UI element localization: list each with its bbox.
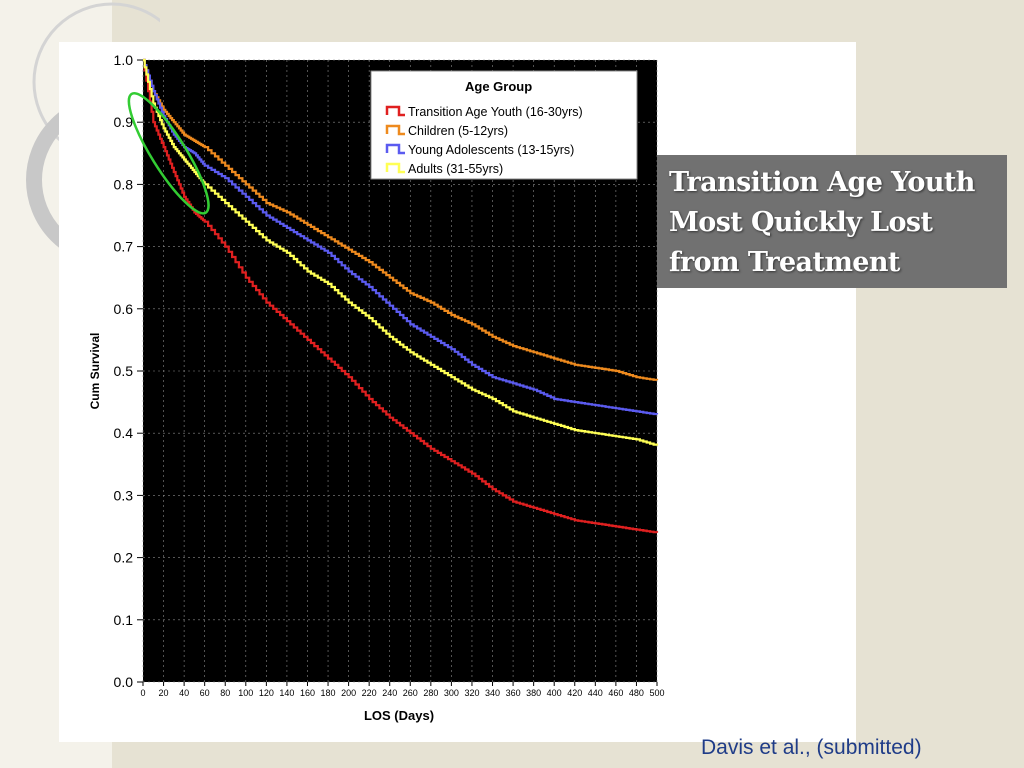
legend-swatch <box>385 162 405 174</box>
x-tick-label: 80 <box>220 688 230 698</box>
highlight-ellipse <box>127 92 210 215</box>
x-tick-label: 360 <box>506 688 521 698</box>
x-tick-label: 440 <box>588 688 603 698</box>
y-tick-label: 1.0 <box>114 52 134 68</box>
survival-chart: 0.0 0.1 0.2 0.3 0.4 0.5 0.6 0.7 0.8 0.9 1.0 0 20 40 6… <box>88 52 665 723</box>
legend-swatch <box>385 124 405 136</box>
x-tick-label: 160 <box>300 688 315 698</box>
chart-panel: 0.0 0.1 0.2 0.3 0.4 0.5 0.6 0.7 0.8 0.9 1.0 0 20 40 6… <box>59 42 856 742</box>
y-tick-label: 0.0 <box>114 674 134 690</box>
x-tick-label: 380 <box>526 688 541 698</box>
x-tick-label: 40 <box>179 688 189 698</box>
x-tick-label: 180 <box>321 688 336 698</box>
y-tick-label: 0.7 <box>114 239 134 255</box>
x-tick-label: 420 <box>567 688 582 698</box>
x-tick-label: 340 <box>485 688 500 698</box>
x-tick-label: 320 <box>464 688 479 698</box>
legend: Age Group Transition Age Youth (16-30yrs… <box>370 70 638 180</box>
x-tick-label: 120 <box>259 688 274 698</box>
y-tick-label: 0.1 <box>114 612 134 628</box>
x-tick-label: 260 <box>403 688 418 698</box>
x-tick-label: 60 <box>200 688 210 698</box>
y-tick-label: 0.3 <box>114 487 134 503</box>
y-axis-label: Cum Survival <box>88 333 102 410</box>
legend-entry-label: Children (5-12yrs) <box>408 124 508 138</box>
legend-entry-label: Young Adolescents (13-15yrs) <box>408 143 574 157</box>
y-tick-label: 0.8 <box>114 176 134 192</box>
y-tick-label: 0.5 <box>114 363 134 379</box>
grid-lines <box>142 59 658 683</box>
x-axis-ticks: 0 20 40 60 80 100 120 140 160 180 200 220 240 260 280 3… <box>140 682 665 698</box>
x-tick-label: 460 <box>608 688 623 698</box>
citation: Davis et al., (submitted) <box>701 736 922 759</box>
legend-title: Age Group <box>465 79 532 94</box>
x-tick-label: 500 <box>649 688 664 698</box>
legend-box <box>370 70 638 180</box>
x-tick-label: 100 <box>238 688 253 698</box>
legend-entry-label: Adults (31-55yrs) <box>408 162 503 176</box>
x-tick-label: 220 <box>362 688 377 698</box>
callout-title: Transition Age Youth Most Quickly Lost f… <box>669 167 975 278</box>
x-tick-label: 20 <box>159 688 169 698</box>
series-line <box>143 58 659 446</box>
x-tick-label: 0 <box>140 688 145 698</box>
x-tick-label: 300 <box>444 688 459 698</box>
series-line <box>143 58 659 381</box>
legend-entry-label: Transition Age Youth (16-30yrs) <box>408 105 583 119</box>
y-tick-label: 0.9 <box>114 114 134 130</box>
x-tick-label: 140 <box>279 688 294 698</box>
legend-entries: Transition Age Youth (16-30yrs) Children … <box>385 105 583 176</box>
series-line <box>143 58 659 416</box>
x-axis-label: LOS (Days) <box>364 708 434 723</box>
x-tick-label: 240 <box>382 688 397 698</box>
y-tick-label: 0.4 <box>114 425 134 441</box>
y-tick-label: 0.2 <box>114 550 134 566</box>
legend-swatch <box>385 143 405 155</box>
x-tick-label: 480 <box>629 688 644 698</box>
y-axis-ticks: 0.0 0.1 0.2 0.3 0.4 0.5 0.6 0.7 0.8 0.9 1.0 <box>114 52 143 690</box>
x-tick-label: 400 <box>547 688 562 698</box>
legend-swatch <box>385 105 405 117</box>
callout-box: Transition Age Youth Most Quickly Lost f… <box>657 155 1007 288</box>
x-tick-label: 200 <box>341 688 356 698</box>
x-tick-label: 280 <box>423 688 438 698</box>
y-tick-label: 0.6 <box>114 301 134 317</box>
